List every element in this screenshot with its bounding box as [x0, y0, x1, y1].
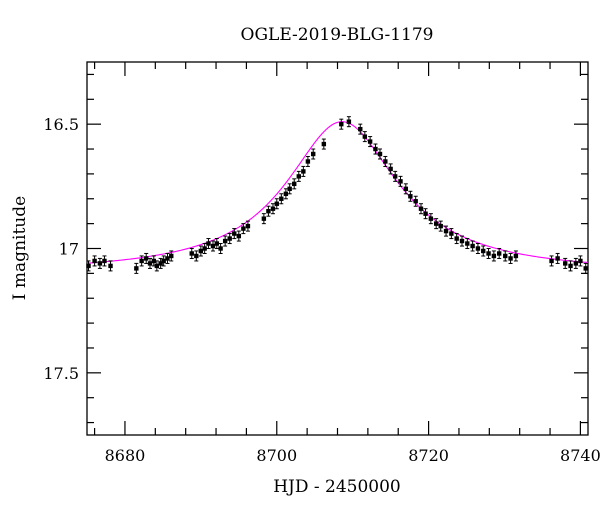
data-point	[563, 257, 568, 269]
data-point	[377, 148, 383, 160]
data-point	[438, 220, 443, 232]
data-point	[408, 190, 413, 202]
data-point	[362, 131, 368, 143]
data-point	[139, 255, 144, 267]
data-point	[513, 250, 519, 262]
data-point	[222, 235, 228, 247]
data-point	[383, 155, 388, 167]
x-tick-label: 8700	[256, 446, 297, 465]
data-point	[287, 183, 292, 195]
data-point	[92, 255, 97, 267]
data-point	[373, 143, 378, 155]
data-point	[266, 205, 271, 217]
data-point	[227, 233, 232, 245]
model-curve-group	[86, 121, 589, 264]
data-point	[292, 178, 297, 190]
data-point	[481, 245, 486, 257]
data-points	[86, 116, 588, 274]
plot-frame	[86, 61, 589, 436]
data-point	[241, 223, 246, 235]
data-point	[210, 240, 216, 252]
data-point	[158, 257, 163, 269]
x-tick-label: 8740	[560, 446, 600, 465]
data-point	[470, 240, 475, 252]
chart-title: OGLE-2019-BLG-1179	[241, 25, 434, 45]
data-point	[459, 235, 465, 247]
data-point	[236, 230, 242, 242]
data-point	[214, 238, 220, 250]
data-point	[418, 203, 424, 215]
data-point	[555, 252, 560, 264]
data-point	[465, 238, 470, 250]
data-point	[454, 233, 459, 245]
data-point	[206, 238, 211, 250]
data-point	[403, 183, 409, 195]
data-point	[102, 255, 107, 267]
data-point	[549, 255, 554, 267]
data-point	[503, 250, 508, 262]
data-point	[144, 252, 149, 264]
data-point	[578, 255, 583, 267]
data-point	[301, 165, 306, 177]
data-point	[198, 245, 204, 257]
data-point	[398, 175, 403, 187]
data-point	[358, 123, 363, 135]
data-point	[486, 247, 491, 259]
data-point	[161, 255, 166, 267]
model-curve	[86, 121, 589, 264]
x-axis-label: HJD - 2450000	[273, 477, 401, 497]
data-point	[311, 148, 316, 160]
y-axis-label: I magnitude	[10, 196, 30, 300]
data-point	[428, 213, 434, 225]
data-point	[508, 252, 513, 264]
data-point	[274, 198, 279, 210]
data-point	[194, 250, 199, 262]
data-point	[169, 250, 174, 262]
y-tick-label: 17.5	[43, 364, 79, 383]
data-point	[583, 262, 588, 274]
data-point	[321, 138, 327, 150]
data-point	[423, 208, 428, 220]
data-point	[154, 260, 160, 272]
data-point	[305, 155, 311, 167]
data-point	[339, 118, 344, 130]
data-point	[413, 195, 418, 207]
data-point	[202, 243, 207, 254]
data-point	[261, 213, 267, 225]
data-point	[346, 116, 352, 128]
data-point	[491, 250, 497, 262]
data-point	[392, 170, 398, 182]
data-point	[388, 163, 393, 175]
data-point	[134, 262, 139, 274]
data-point	[218, 243, 223, 254]
data-point	[147, 257, 153, 269]
data-point	[245, 220, 251, 232]
data-point	[232, 228, 237, 240]
data-point	[449, 228, 454, 240]
data-point	[108, 260, 113, 272]
data-point	[443, 225, 449, 237]
data-point	[189, 247, 194, 259]
data-point	[279, 193, 284, 205]
data-point	[573, 257, 579, 269]
y-tick-label: 16.5	[43, 115, 79, 134]
data-point	[283, 188, 289, 200]
data-point	[433, 218, 439, 230]
data-point	[568, 260, 573, 272]
data-point	[270, 203, 276, 215]
tick-labels: 8680 8700 8720 8740 16.5 17 17.5	[43, 115, 600, 465]
data-point	[296, 170, 301, 182]
data-point	[86, 260, 91, 272]
data-point	[367, 136, 373, 148]
data-point	[97, 257, 103, 269]
y-tick-label: 17	[59, 240, 79, 259]
x-tick-label: 8680	[105, 446, 146, 465]
data-point	[475, 243, 481, 254]
x-tick-label: 8720	[408, 446, 449, 465]
data-point	[165, 252, 170, 264]
axis-ticks	[87, 62, 588, 435]
data-point	[496, 247, 502, 259]
